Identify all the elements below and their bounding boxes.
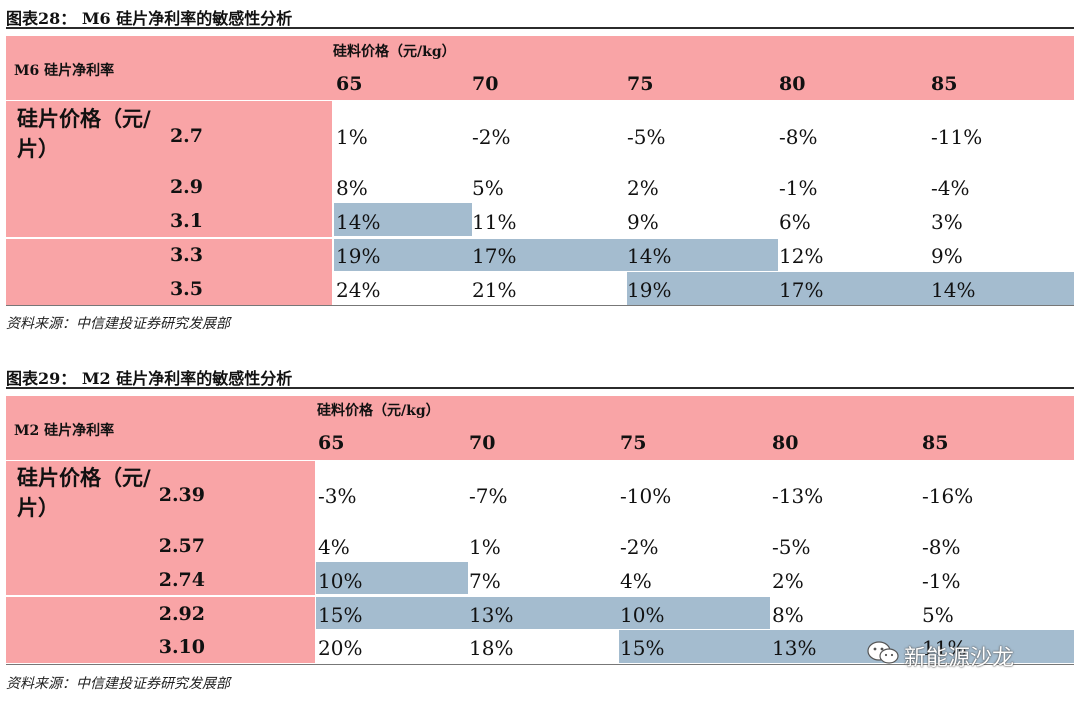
table28-col-70: 70: [472, 73, 499, 95]
table28-title-rule: [6, 27, 1074, 29]
table28-cell: 8%: [336, 176, 368, 200]
table29-col-65: 65: [318, 432, 345, 454]
table28-bottom-rule: [6, 305, 1074, 306]
table28-highlight-r5: [627, 272, 1074, 305]
table29-source: 资料来源：中信建投证券研究发展部: [6, 676, 230, 692]
table28-cell: 14%: [931, 278, 976, 302]
table29-bottom-rule: [6, 664, 1074, 665]
table29-corner-label: M2 硅片净利率: [14, 423, 115, 439]
table29-cell: -16%: [922, 484, 974, 508]
table28-cell: -5%: [627, 125, 666, 149]
table29-cell: 10%: [318, 569, 363, 593]
table28-col-75: 75: [627, 73, 654, 95]
table28-cell: -4%: [931, 176, 970, 200]
wechat-icon: [867, 641, 899, 664]
table28-divider: [6, 237, 332, 239]
table28-row-header-column: [6, 101, 332, 305]
table29-cell: 15%: [318, 603, 363, 627]
table28-price-2: 2.9: [169, 176, 203, 198]
table29-cell: 15%: [620, 636, 665, 660]
table29-row-header: 硅片价格（元/片）: [17, 465, 151, 520]
table28-cell: 9%: [931, 244, 963, 268]
table28-col-80: 80: [779, 73, 806, 95]
table29-cell: 11%: [922, 636, 967, 660]
watermark-text: 新能源沙龙: [904, 646, 1015, 671]
table28-price-3: 3.1: [169, 210, 203, 232]
table28-cell: 19%: [627, 278, 672, 302]
table28-cell: 21%: [472, 278, 517, 302]
table28-cell: 24%: [336, 278, 381, 302]
table28-cell: 14%: [336, 210, 381, 234]
table28-price-1: 2.7: [169, 125, 203, 147]
table28-cell: -1%: [779, 176, 818, 200]
table29-highlight-r3: [316, 562, 468, 594]
table29-cell: 8%: [772, 603, 804, 627]
table29-cell: 4%: [620, 569, 652, 593]
table28-cell: 2%: [627, 176, 659, 200]
table29-cell: 18%: [469, 636, 514, 660]
table29-divider: [6, 595, 315, 597]
table28-cell: -11%: [931, 125, 983, 149]
table29-title: 图表29： M2 硅片净利率的敏感性分析: [6, 369, 293, 388]
table28-header-band: [6, 36, 1074, 100]
table28-highlight-r4: [334, 239, 778, 271]
table28-cell: 6%: [779, 210, 811, 234]
table29-price-4: 2.92: [158, 603, 205, 625]
table28-title: 图表28： M6 硅片净利率的敏感性分析: [6, 9, 293, 28]
table28-col-header: 硅料价格（元/kg）: [333, 44, 456, 60]
table28-cell: 9%: [627, 210, 659, 234]
table29-highlight-r4: [316, 597, 770, 629]
table29-col-75: 75: [620, 432, 647, 454]
table29-price-2: 2.57: [158, 535, 205, 557]
table28-cell: 11%: [472, 210, 517, 234]
table29-cell: -7%: [469, 484, 508, 508]
table29-price-5: 3.10: [158, 636, 205, 658]
table29-cell: -10%: [620, 484, 672, 508]
table29-cell: -2%: [620, 535, 659, 559]
table29-row-header-column: [6, 461, 315, 663]
table29-cell: -13%: [772, 484, 824, 508]
table29-header-band: [6, 396, 1074, 460]
table29-col-80: 80: [772, 432, 799, 454]
table28-corner-label: M6 硅片净利率: [14, 63, 115, 79]
table29-cell: -1%: [922, 569, 961, 593]
table29-cell: 13%: [469, 603, 514, 627]
table29-cell: 13%: [772, 636, 817, 660]
table28-cell: -8%: [779, 125, 818, 149]
table29-cell: 7%: [469, 569, 501, 593]
table29-col-70: 70: [469, 432, 496, 454]
table29-price-3: 2.74: [158, 569, 205, 591]
table28-cell: -2%: [472, 125, 511, 149]
table28-col-85: 85: [931, 73, 958, 95]
table28-cell: 5%: [472, 176, 504, 200]
table29-col-header: 硅料价格（元/kg）: [317, 403, 440, 419]
table29-cell: -5%: [772, 535, 811, 559]
table29-cell: 10%: [620, 603, 665, 627]
table29-cell: 4%: [318, 535, 350, 559]
table28-price-4: 3.3: [169, 244, 203, 266]
table29-cell: 5%: [922, 603, 954, 627]
table28-cell: 19%: [336, 244, 381, 268]
table28-cell: 14%: [627, 244, 672, 268]
table29-price-1: 2.39: [158, 484, 205, 506]
table28-row-header: 硅片价格（元/片）: [17, 106, 151, 161]
table29-highlight-r5: [619, 630, 1074, 663]
table28-cell: 1%: [336, 125, 368, 149]
table28-col-65: 65: [336, 73, 363, 95]
table28-highlight-r3: [334, 203, 472, 236]
table28-cell: 12%: [779, 244, 824, 268]
table29-cell: 1%: [469, 535, 501, 559]
table28-cell: 17%: [472, 244, 517, 268]
table28-price-5: 3.5: [169, 278, 203, 300]
table29-cell: -8%: [922, 535, 961, 559]
table28-source: 资料来源：中信建投证券研究发展部: [6, 316, 230, 332]
table28-cell: 3%: [931, 210, 963, 234]
table29-cell: -3%: [318, 484, 357, 508]
table29-cell: 20%: [318, 636, 363, 660]
table29-title-rule: [6, 387, 1074, 389]
table29-cell: 2%: [772, 569, 804, 593]
table28-cell: 17%: [779, 278, 824, 302]
table29-col-85: 85: [922, 432, 949, 454]
